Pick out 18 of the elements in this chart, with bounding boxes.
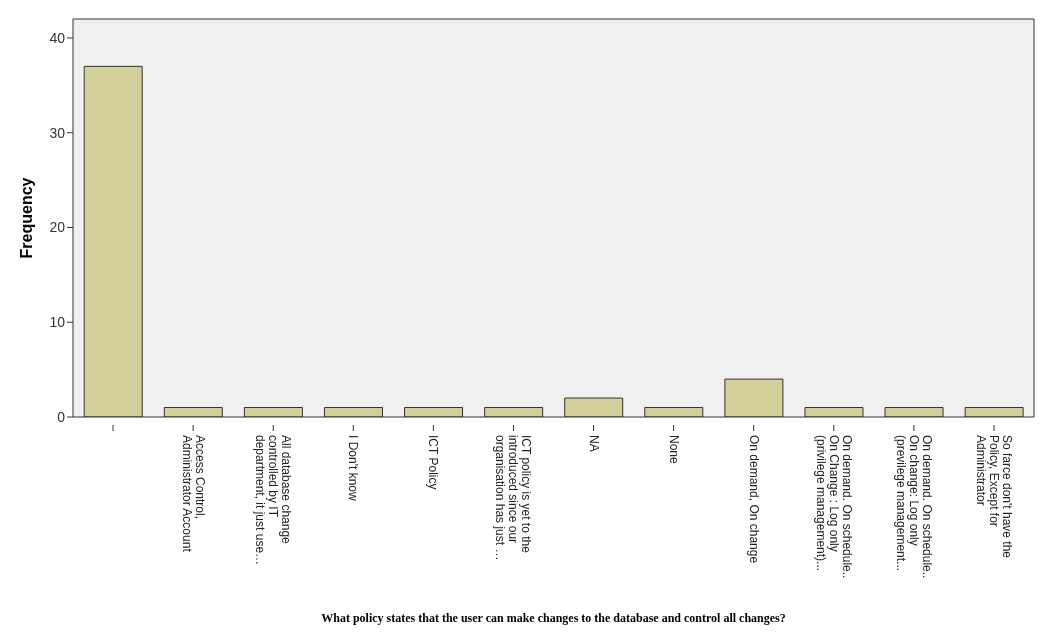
y-tick-label: 0: [57, 408, 66, 425]
x-tick-label: ICT policy is yet to the introduced since our organisation has just …: [493, 435, 534, 561]
y-axis-title: Frequency: [17, 177, 35, 259]
y-tick-label: 20: [49, 219, 66, 236]
x-tick-label: So farce don't have the Policy, Except for Administrator: [973, 435, 1014, 559]
x-tick-label: On demand. On schedule.. On Change : Log only (privilege management)...: [813, 435, 854, 579]
x-tick-label: None: [666, 435, 681, 465]
y-tick-label: 40: [49, 29, 66, 46]
x-tick-label: I Don't know: [346, 435, 361, 501]
x-tick-label: NA: [586, 435, 601, 452]
x-tick-label: Access Control, Administrator Account: [179, 435, 207, 553]
x-axis-title: What policy states that the user can make changes to the database and control all changes?: [321, 611, 786, 625]
x-tick-label: On demand. On schedule.. On change: Log only (previlege management...: [893, 435, 934, 579]
y-tick-label: 30: [49, 124, 66, 141]
y-tick-label: 10: [49, 314, 66, 331]
x-tick-label: ICT Policy: [426, 435, 441, 490]
x-tick-label: On demand, On change: [746, 435, 761, 564]
x-tick-label: All database change controlled by IT department, it just use…: [253, 435, 294, 566]
